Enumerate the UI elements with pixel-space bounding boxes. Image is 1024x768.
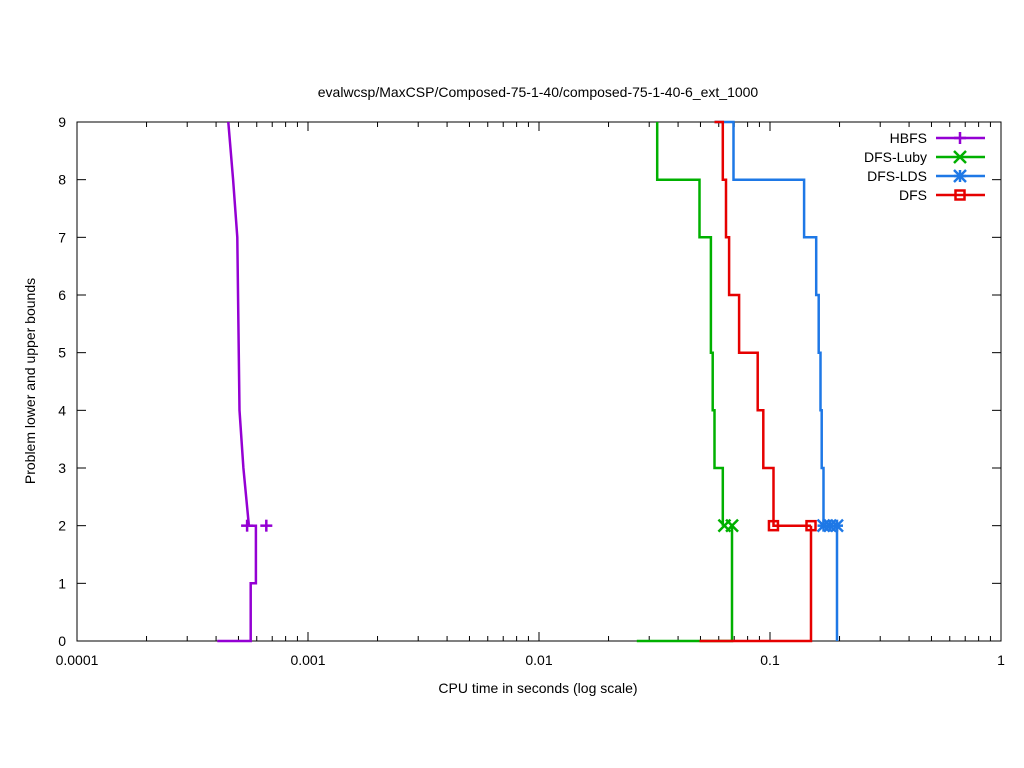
legend-label: DFS-Luby <box>864 149 927 165</box>
legend-marker <box>953 150 967 164</box>
series-dfs-luby-lower-line <box>636 525 734 643</box>
y-tick-label: 9 <box>58 114 66 130</box>
series-dfs-upper-line <box>714 120 811 527</box>
series-hbfs-lower-line <box>217 524 258 643</box>
y-tick-label: 8 <box>58 172 66 188</box>
x-tick-label: 1 <box>997 652 1005 668</box>
legend-item-dfs: DFS <box>899 187 985 203</box>
series-layer <box>217 120 844 643</box>
y-axis-label: Problem lower and upper bounds <box>22 278 38 484</box>
plot-area <box>76 121 1002 642</box>
y-tick-label: 4 <box>58 402 66 418</box>
chart-title: evalwcsp/MaxCSP/Composed-75-1-40/compose… <box>318 84 759 100</box>
legend-label: HBFS <box>890 130 927 146</box>
x-tick-label: 0.001 <box>290 652 325 668</box>
y-tick-label: 6 <box>58 287 66 303</box>
y-tick-label: 5 <box>58 345 66 361</box>
y-axis: 0 1 2 3 4 5 6 7 8 9 <box>58 114 1001 649</box>
series-hbfs-upper-line <box>227 121 251 526</box>
series-dfs-lds <box>714 120 844 641</box>
y-tick-label: 2 <box>58 518 66 534</box>
legend-label: DFS-LDS <box>867 168 927 184</box>
legend-item-dfs-luby: DFS-Luby <box>864 149 985 165</box>
x-axis-label: CPU time in seconds (log scale) <box>438 680 637 696</box>
series-hbfs <box>217 121 273 643</box>
legend-marker <box>954 132 966 144</box>
x-tick-label: 0.01 <box>525 652 552 668</box>
series-dfs <box>699 120 817 643</box>
legend-marker <box>954 189 966 201</box>
x-axis: 0.0001 0.001 0.01 0.1 1 <box>56 122 1005 668</box>
series-dfs-lds-marker <box>830 518 844 533</box>
series-dfs-lower-line <box>699 525 813 643</box>
series-dfs-lds-upper-line <box>714 120 825 526</box>
x-tick-label: 0.1 <box>760 652 780 668</box>
legend-marker <box>953 169 967 183</box>
plot-frame <box>76 121 1002 642</box>
series-dfs-marker <box>805 519 817 532</box>
y-tick-label: 7 <box>58 229 66 245</box>
series-hbfs-marker <box>241 519 254 532</box>
y-tick-label: 1 <box>58 575 66 591</box>
series-dfs-luby-upper-line <box>655 122 725 526</box>
legend-item-dfs-lds: DFS-LDS <box>867 168 985 184</box>
series-hbfs-marker <box>260 519 273 532</box>
series-dfs-marker <box>767 519 780 532</box>
x-tick-label: 0.0001 <box>56 652 99 668</box>
series-dfs-luby-marker <box>725 518 739 533</box>
y-tick-label: 3 <box>58 460 66 476</box>
legend-label: DFS <box>899 187 927 203</box>
y-tick-label: 0 <box>58 633 66 649</box>
legend-item-hbfs: HBFS <box>890 130 985 146</box>
series-dfs-luby <box>636 122 739 643</box>
legend: HBFS DFS-Luby DFS-LDS DFS <box>864 130 985 203</box>
